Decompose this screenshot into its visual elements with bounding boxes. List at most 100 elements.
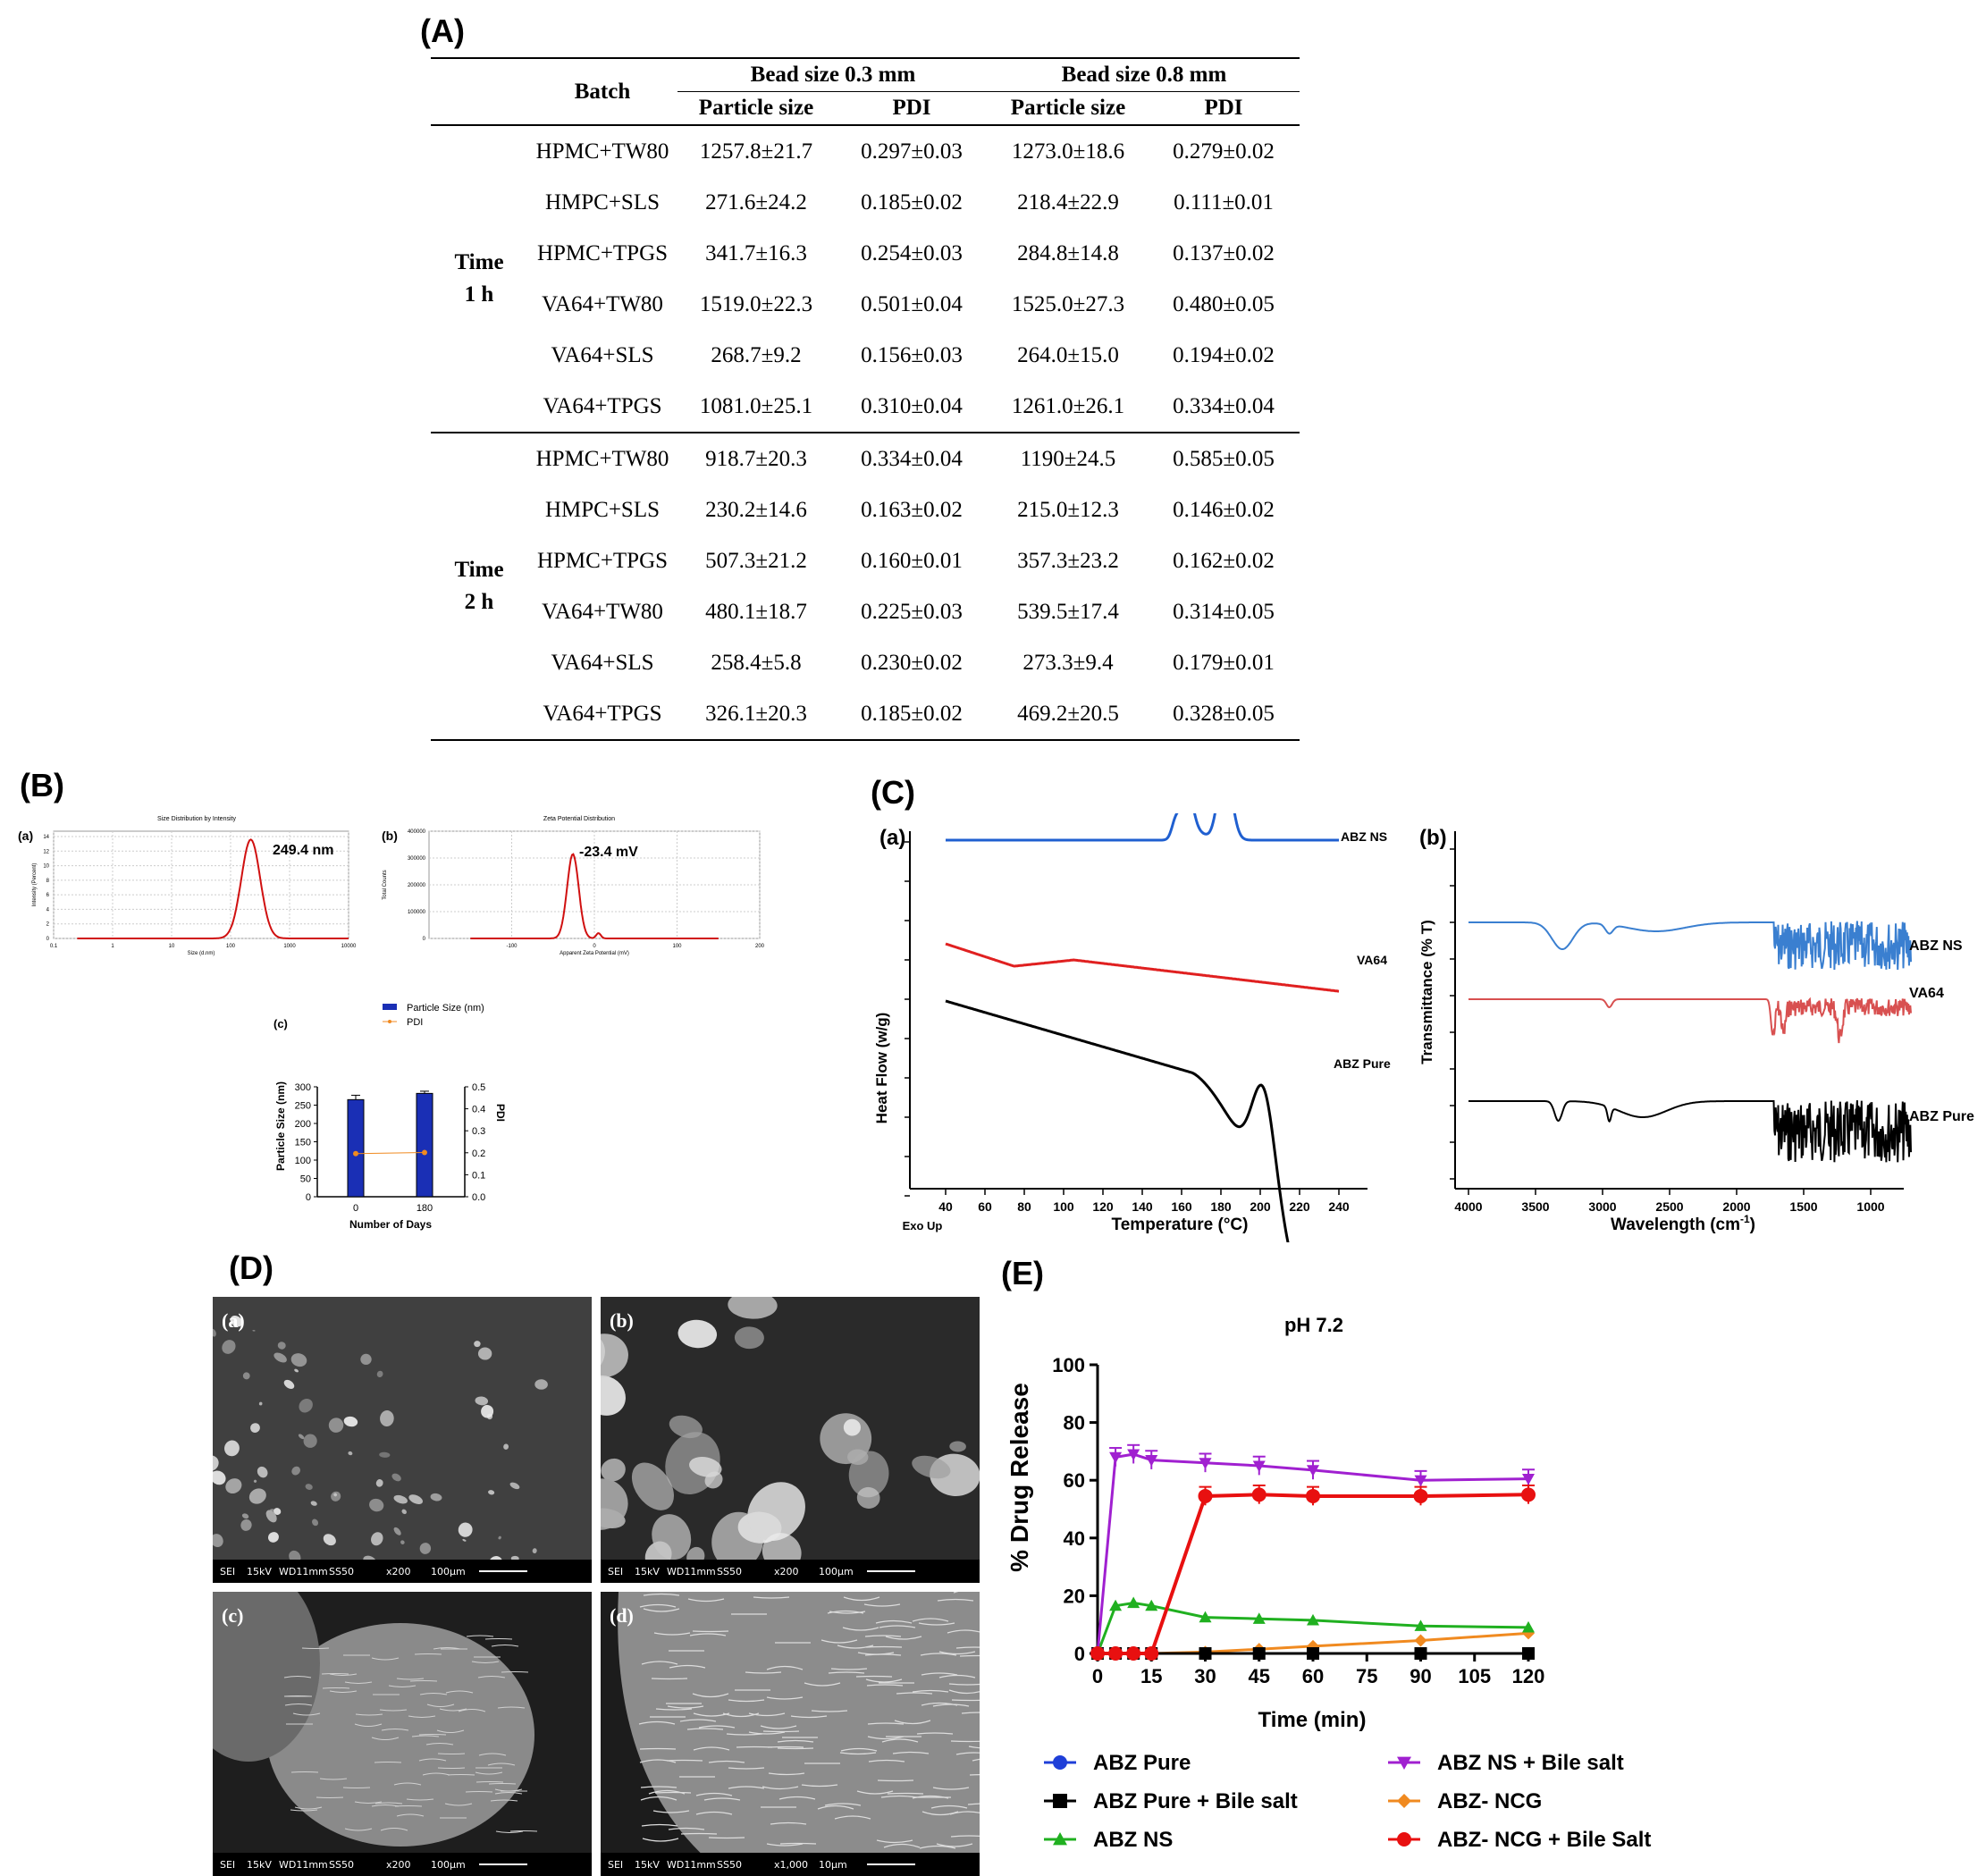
sem-particle [393,1527,401,1535]
b-a-plot [53,830,349,939]
data-point [1414,1619,1427,1631]
data-point [1414,1634,1427,1647]
y-tick-label: 300 [295,1082,311,1093]
x-tick-label: 180 [417,1203,433,1214]
sem-texture [762,1730,800,1733]
sem-texture [639,1759,677,1763]
data-point [1126,1646,1141,1661]
b-a-title: Size Distribution by Intensity [157,816,236,822]
sem-particle [250,1423,260,1433]
sem-texture [728,1699,765,1703]
group2-header: Bead size 0.8 mm [989,57,1300,92]
sem-particle [298,1434,305,1440]
sem-info-text: 100µm [431,1859,466,1871]
value-cell: 264.0±15.0 [1017,342,1119,367]
sem-particle [601,1333,628,1378]
sem-info-text: x1,000 [774,1859,809,1871]
sem-texture [892,1751,930,1754]
sem-particle [258,1401,263,1406]
value-cell: 0.179±0.01 [1173,650,1275,675]
sem-particle [291,1466,300,1476]
chart-series [1090,1443,1536,1661]
sem-image-a: (a) SEI 15kV WD11mm SS50 x200 100µm [213,1297,592,1583]
value-cell: 0.146±0.02 [1173,497,1275,522]
sem-texture [843,1596,880,1602]
sem-texture [393,1782,422,1786]
value-cell: 539.5±17.4 [1017,599,1119,624]
sem-particle [379,1451,391,1458]
sem-texture [866,1684,904,1687]
sem-texture [912,1689,949,1693]
sem-bar-c: SEI 15kV WD11mm SS50 x200 100µm [213,1853,592,1876]
legend-label: ABZ NS + Bile salt [1437,1751,1624,1775]
y-tick-label: 40 [1064,1527,1085,1550]
value-cell: 0.230±0.02 [861,650,963,675]
sem-texture [408,1715,436,1718]
sem-texture [380,1828,408,1831]
sem-particle [458,1522,473,1537]
y-tick-label: 100 [1052,1354,1085,1376]
sem-particle [486,1413,493,1420]
sem-texture [693,1712,730,1717]
sem-particle [477,1347,492,1360]
sem-texture [828,1671,865,1674]
group1-header: Bead size 0.3 mm [677,57,989,92]
x-tick-label: 2500 [1655,1199,1683,1214]
sem-info-text: WD11mm [667,1859,716,1871]
b-b-label: (b) [382,829,398,843]
data-point [1397,1794,1411,1808]
value-cell: 0.297±0.03 [861,139,963,164]
data-point [1053,1794,1067,1808]
sem-particle [430,1493,442,1502]
sem-texture [880,1795,918,1798]
y-tick-label: 80 [1064,1412,1085,1434]
x-tick-label: 100 [1053,1199,1074,1214]
value-cell: 230.2±14.6 [705,497,807,522]
sem-texture [968,1746,980,1749]
dsc-legend-pure: ABZ Pure [1334,1056,1391,1071]
sem-texture [321,1673,349,1675]
sem-texture [936,1843,973,1847]
sem-texture [687,1598,725,1603]
sem-texture [842,1627,879,1631]
sem-texture [388,1685,417,1687]
value-cell: 0.162±0.02 [1173,548,1275,573]
value-cell: 326.1±20.3 [677,688,835,741]
ftir-ylabel: Transmittance (% T) [1418,920,1435,1064]
sem-texture [640,1786,677,1788]
sem-texture [654,1791,692,1794]
sem-texture [669,1664,706,1669]
dsc-axes: 40 60 80 100 120 140 160 180 200 220 240 [905,831,1367,1214]
sem-particle [253,1479,257,1483]
x-tick-label: 200 [755,944,765,949]
y-tick-label: 4 [46,907,50,913]
sem-texture [497,1706,526,1709]
b-c-legend-bar-swatch [383,1004,397,1010]
sem-texture [294,1806,323,1810]
ftir-va64-curve [1468,997,1912,1044]
sem-texture [371,1737,400,1740]
sem-particle [267,1532,279,1543]
sem-particle [242,1372,250,1380]
col-particle-size-1: Particle size [677,91,835,126]
sem-texture [894,1720,931,1725]
sem-texture [475,1771,503,1775]
x-tick-label: 1000 [283,944,296,949]
sem-texture [501,1671,529,1673]
b-a-ylabel: Intensity (Percent) [32,863,38,907]
data-point [1109,1451,1123,1464]
ftir-legend-pure: ABZ Pure [1909,1109,1974,1124]
sem-bar-d: SEI 15kV WD11mm SS50 x1,000 10µm [601,1853,980,1876]
chart-title: pH 7.2 [1284,1314,1343,1336]
value-cell: 0.314±0.05 [1173,599,1275,624]
sem-texture [692,1693,729,1698]
sem-particle [312,1518,319,1527]
sem-texture [817,1804,854,1810]
data-point [1199,1458,1212,1469]
legend-label: ABZ NS [1093,1828,1173,1852]
sem-particle [601,1458,626,1482]
sem-texture [947,1629,980,1634]
sem-texture [840,1747,878,1752]
sem-texture [896,1692,933,1695]
time-value: 1 h [464,282,494,307]
